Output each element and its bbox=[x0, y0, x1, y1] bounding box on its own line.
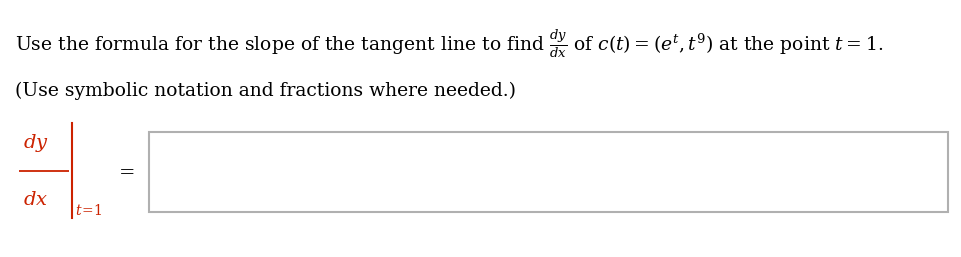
Text: Use the formula for the slope of the tangent line to find $\frac{dy}{dx}$ of $c(: Use the formula for the slope of the tan… bbox=[15, 27, 882, 60]
Text: $dx$: $dx$ bbox=[23, 191, 48, 209]
Text: (Use symbolic notation and fractions where needed.): (Use symbolic notation and fractions whe… bbox=[15, 82, 516, 100]
Text: $t\!=\!1$: $t\!=\!1$ bbox=[75, 203, 102, 218]
Text: $=$: $=$ bbox=[115, 162, 136, 180]
FancyBboxPatch shape bbox=[149, 132, 947, 212]
Text: $dy$: $dy$ bbox=[23, 132, 49, 154]
